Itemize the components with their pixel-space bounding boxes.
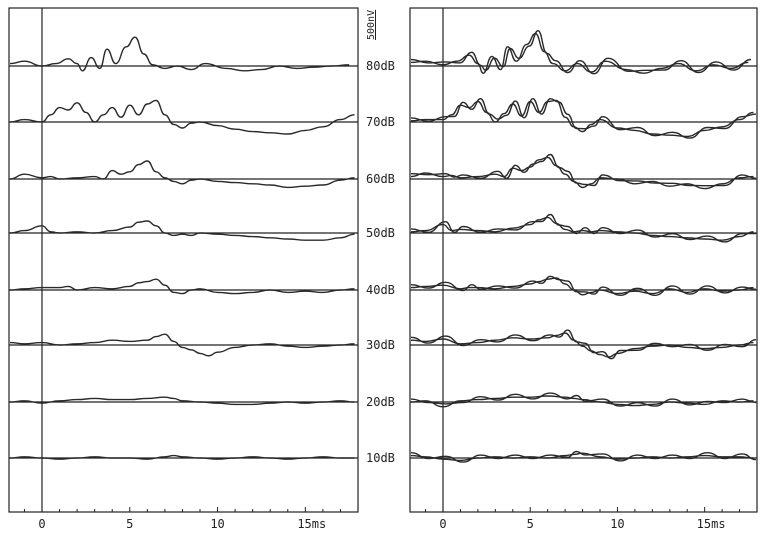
waveform-30dB-trace-1 [410,332,754,358]
x-tick-label: 15ms [297,517,326,531]
waveform-70dB-trace-1 [410,99,754,138]
waveform-60dB [9,160,355,189]
waveform-30dB-trace-2 [410,329,757,360]
x-tick-label: 15ms [697,517,726,531]
waveform-20dB-trace-2 [410,392,757,407]
right-panel: 0 5 10 15ms [409,7,758,531]
waveform-10dB-trace-1 [410,452,754,462]
waveform-70dB [9,99,355,135]
level-label: 50dB [366,226,395,240]
x-tick-label: 10 [210,517,224,531]
waveform-60dB-trace-2 [410,153,757,187]
left-panel: 0 5 10 15ms [8,7,359,531]
level-label: 80dB [366,59,395,73]
panel-frame [8,7,359,513]
waveform-40dB-trace-2 [410,275,757,296]
level-label: 40dB [366,283,395,297]
level-label: 30dB [366,338,395,352]
x-tick-label: 10 [610,517,624,531]
waveform-50dB-trace-1 [410,216,754,241]
waveform-50dB-trace-2 [410,213,757,243]
waveform-40dB [9,278,355,295]
waveform-80dB-trace-1 [410,32,749,74]
level-label: 70dB [366,115,395,129]
level-label: 10dB [366,451,395,465]
x-tick-label: 5 [126,517,133,531]
level-label: 20dB [366,395,395,409]
level-label: 60dB [366,172,395,186]
waveform-60dB-trace-1 [410,156,754,190]
level-labels: 80dB 70dB 60dB 50dB 40dB 30dB 20dB 10dB [366,59,395,465]
scale-bar-label: 500nV [366,10,377,40]
waveform-20dB [9,396,355,406]
waveform-80dB [9,36,350,72]
waveform-80dB-trace-2 [410,30,751,75]
x-tick-label: 5 [527,517,534,531]
x-tick-label: 0 [439,517,446,531]
panel-frame [409,7,758,513]
waveform-70dB-trace-2 [410,98,757,139]
waveform-10dB [9,454,355,460]
waveform-30dB [9,333,355,357]
waveform-50dB [9,220,355,241]
waveform-10dB-trace-2 [410,450,757,463]
x-tick-label: 0 [38,517,45,531]
